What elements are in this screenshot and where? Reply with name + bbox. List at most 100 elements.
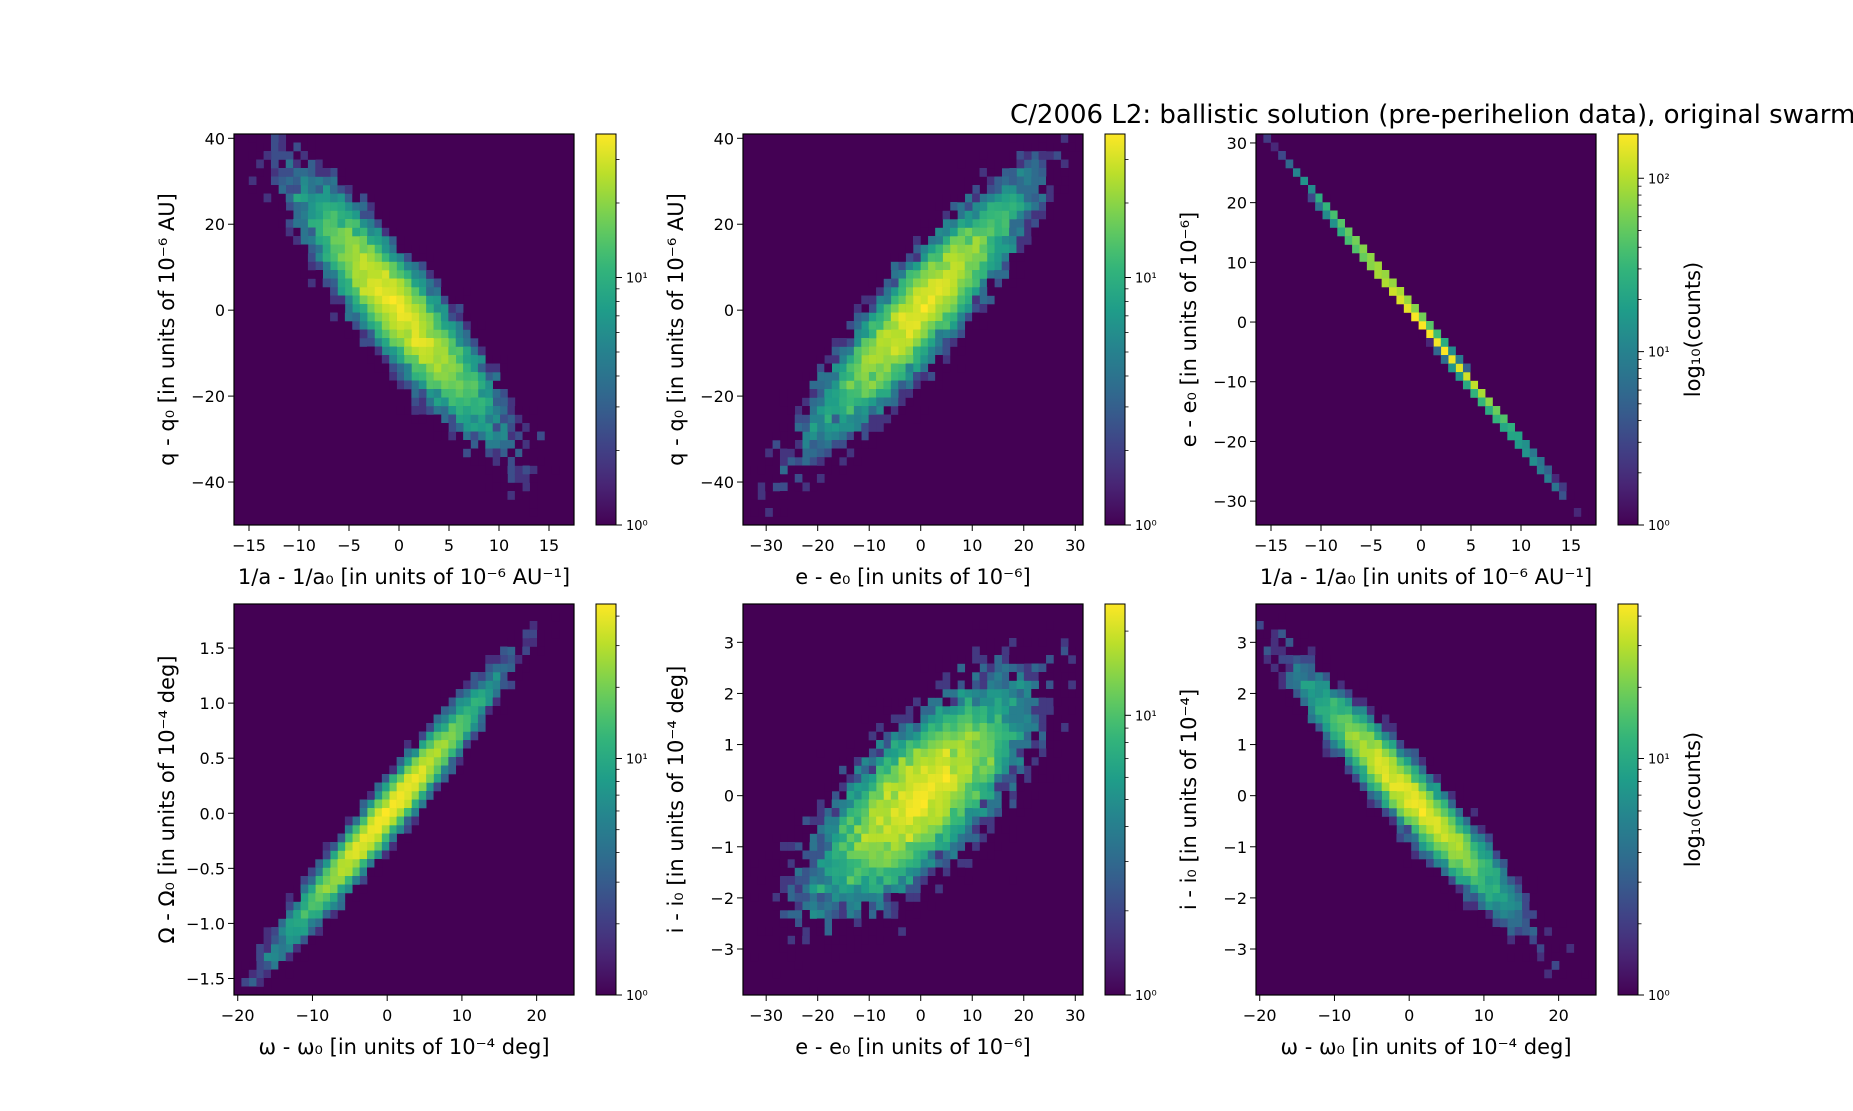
hexbin-cell bbox=[942, 782, 951, 792]
hexbin-cell bbox=[1485, 833, 1493, 843]
hexbin-cell bbox=[905, 321, 914, 330]
hexbin-cell bbox=[426, 278, 434, 288]
hexbin-cell bbox=[1470, 893, 1479, 902]
hexbin-cell bbox=[315, 244, 323, 254]
hexbin-cell bbox=[411, 355, 420, 364]
hexbin-cell bbox=[964, 287, 973, 296]
hexbin-cell bbox=[964, 312, 973, 322]
hexbin-cell bbox=[794, 901, 803, 911]
hexbin-cell bbox=[890, 295, 899, 305]
hexbin-cell bbox=[507, 448, 516, 458]
hexbin-cell bbox=[1374, 731, 1382, 741]
hexbin-cell bbox=[448, 757, 457, 766]
hexbin-cell bbox=[994, 244, 1002, 254]
hexbin-cell bbox=[293, 176, 301, 186]
hexbin-cell bbox=[1031, 193, 1039, 203]
hexbin-cell bbox=[883, 355, 892, 364]
hexbin-cell bbox=[1470, 389, 1479, 398]
hexbin-cell bbox=[883, 287, 892, 296]
hexbin-cell bbox=[330, 210, 338, 220]
hexbin-cell bbox=[367, 833, 375, 843]
hexbin-cell bbox=[537, 457, 545, 466]
hexbin-cell bbox=[418, 774, 427, 783]
hexbin-cell bbox=[426, 346, 434, 356]
hexbin-cell bbox=[1001, 219, 1010, 228]
hexbin-cell bbox=[1009, 731, 1017, 741]
hexbin-cell bbox=[809, 825, 818, 834]
hexbin-cell bbox=[994, 782, 1002, 792]
hexbin-cell bbox=[1322, 706, 1331, 715]
hexbin-cell bbox=[300, 193, 309, 203]
hexbin-cell bbox=[816, 397, 825, 407]
hexbin-cell bbox=[411, 346, 420, 356]
hexbin-cell bbox=[1492, 850, 1501, 860]
hexbin-cell bbox=[824, 833, 832, 843]
hexbin-cell bbox=[359, 799, 368, 809]
hexbin-cell bbox=[935, 833, 943, 843]
hexbin-cell bbox=[344, 270, 353, 279]
hexbin-cell bbox=[307, 270, 316, 279]
hexbin-cell bbox=[1009, 723, 1017, 732]
hexbin-cell bbox=[477, 680, 486, 690]
y-tick-label: 0 bbox=[215, 301, 225, 320]
hexbin-cell bbox=[972, 748, 980, 758]
hexbin-cell bbox=[1023, 774, 1032, 783]
hexbin-cell bbox=[426, 406, 434, 415]
hexbin-cell bbox=[1433, 808, 1442, 817]
hexbin-cell bbox=[853, 372, 862, 381]
hexbin-cell bbox=[994, 193, 1002, 203]
hexbin-cell bbox=[935, 808, 943, 817]
hexbin-cell bbox=[551, 629, 560, 639]
hexbin-cell bbox=[942, 287, 951, 296]
hexbin-cell bbox=[270, 969, 279, 979]
hexbin-cell bbox=[344, 253, 353, 262]
hexbin-cell bbox=[463, 431, 471, 441]
hexbin-cell bbox=[935, 372, 943, 381]
hexbin-cell bbox=[802, 850, 810, 860]
hexbin-cell bbox=[861, 355, 869, 364]
hexbin-cell bbox=[1448, 808, 1456, 817]
hexbin-cell bbox=[1016, 774, 1025, 783]
hexbin-cell bbox=[868, 697, 877, 707]
hexbin-cell bbox=[935, 723, 943, 732]
hexbin-cell bbox=[1492, 884, 1501, 894]
hexbin-cell bbox=[1418, 757, 1427, 766]
hexbin-cell bbox=[1068, 142, 1076, 152]
hexbin-cell bbox=[972, 731, 980, 741]
hexbin-cell bbox=[337, 876, 346, 885]
hexbin-cell bbox=[876, 723, 884, 732]
hexbin-cell bbox=[367, 842, 375, 851]
hexbin-cell bbox=[293, 185, 301, 194]
hexbin-cell bbox=[1477, 901, 1486, 911]
hexbin-cell bbox=[344, 816, 353, 826]
hexbin-cell bbox=[1337, 227, 1345, 237]
hexbin-cell bbox=[839, 465, 847, 475]
x-axis-label: ω - ω₀ [in units of 10⁻⁴ deg] bbox=[1280, 1035, 1571, 1059]
hexbin-cell bbox=[794, 474, 803, 483]
hexbin-cell bbox=[816, 859, 825, 868]
hexbin-cell bbox=[831, 808, 840, 817]
hexbin-cell bbox=[1433, 791, 1442, 800]
hexbin-cell bbox=[1009, 697, 1017, 707]
hexbin-cell bbox=[853, 363, 862, 373]
hexbin-cell bbox=[1038, 151, 1047, 160]
hexbin-cell bbox=[957, 253, 966, 262]
hexbin-cell bbox=[322, 278, 331, 288]
hexbin-cell bbox=[994, 697, 1002, 707]
hexbin-cell bbox=[426, 757, 434, 766]
hexbin-cell bbox=[935, 799, 943, 809]
hexbin-cell bbox=[861, 799, 869, 809]
hexbin-cell bbox=[824, 448, 832, 458]
hexbin-cell bbox=[1031, 748, 1039, 758]
hexbin-cell bbox=[433, 731, 442, 741]
hexbin-cell bbox=[1366, 748, 1375, 758]
hexbin-cell bbox=[846, 944, 855, 953]
hexbin-cell bbox=[964, 808, 973, 817]
hexbin-cell bbox=[418, 312, 427, 322]
hexbin-cell bbox=[890, 714, 899, 724]
hexbin-cell bbox=[411, 816, 420, 826]
hexbin-cell bbox=[1292, 168, 1301, 177]
hexbin-cell bbox=[972, 782, 980, 792]
hexbin-cell bbox=[1396, 782, 1405, 792]
hexbin-cell bbox=[913, 791, 921, 800]
